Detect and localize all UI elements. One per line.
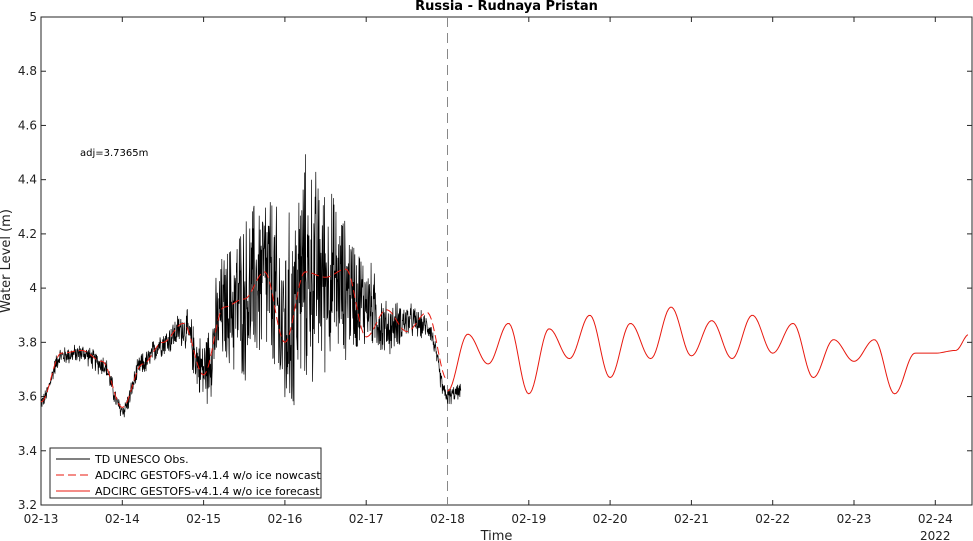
x-tick-label: 02-24: [918, 512, 953, 526]
x-tick-label: 02-19: [511, 512, 546, 526]
y-tick-label: 4.6: [18, 118, 37, 132]
y-tick-label: 3.2: [18, 498, 37, 512]
y-tick-label: 5: [29, 10, 37, 24]
x-tick-label: 02-17: [349, 512, 384, 526]
x-tick-label: 02-16: [267, 512, 302, 526]
y-axis-label: Water Level (m): [0, 209, 14, 313]
x-tick-label: 02-23: [837, 512, 872, 526]
y-tick-label: 3.6: [18, 390, 37, 404]
y-tick-label: 4.2: [18, 227, 37, 241]
legend-box: [49, 447, 322, 499]
legend-entry: ADCIRC GESTOFS-v4.1.4 w/o ice nowcast: [95, 469, 321, 482]
legend-entry: TD UNESCO Obs.: [94, 453, 189, 466]
x-tick-label: 02-21: [674, 512, 709, 526]
x-tick-label: 02-14: [105, 512, 140, 526]
plot-area: 3.2 3.4 3.6 3.8 4 4.2 4.4 4.6 4.8 5 02-13 02-14 02-1…: [18, 10, 973, 526]
x-axis-label: Time: [480, 529, 513, 541]
y-tick-label: 4.8: [18, 64, 37, 78]
y-tick-label: 4.4: [18, 173, 37, 187]
series-forecast: [447, 306, 969, 395]
y-tick-label: 3.4: [18, 444, 37, 458]
x-tick-label: 02-15: [186, 512, 221, 526]
x-tick-label: 02-22: [755, 512, 790, 526]
legend-entry: ADCIRC GESTOFS-v4.1.4 w/o ice forecast: [95, 485, 320, 498]
year-label: 2022: [920, 529, 951, 541]
series-nowcast: [40, 268, 448, 408]
legend: TD UNESCO Obs. ADCIRC GESTOFS-v4.1.4 w/o …: [49, 447, 322, 499]
chart-title: Russia - Rudnaya Pristan: [415, 0, 598, 14]
plot-frame: [40, 16, 973, 506]
series-observations: [40, 154, 462, 418]
adjustment-annotation: adj=3.7365m: [80, 148, 148, 159]
y-tick-label: 4: [29, 281, 37, 295]
y-tick-label: 3.8: [18, 335, 37, 349]
x-tick-label: 02-13: [24, 512, 59, 526]
x-tick-label: 02-20: [593, 512, 628, 526]
x-tick-label: 02-18: [430, 512, 465, 526]
